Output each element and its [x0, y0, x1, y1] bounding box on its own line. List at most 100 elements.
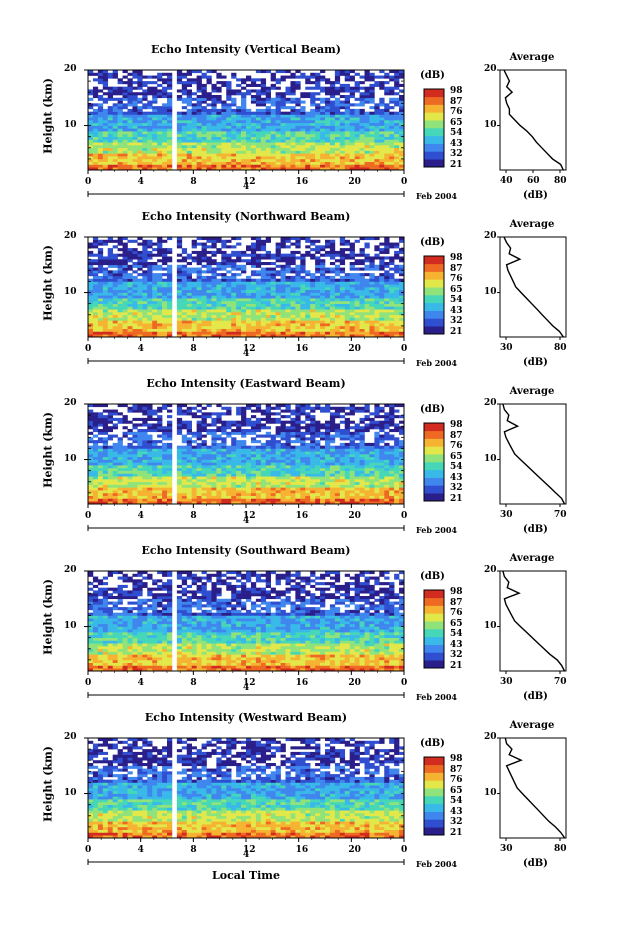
heatmap-cell: [157, 320, 163, 324]
heatmap-cell: [379, 75, 385, 79]
heatmap-cell: [270, 120, 276, 124]
heatmap-cell: [270, 334, 276, 338]
heatmap-cell: [92, 145, 99, 149]
heatmap-cell: [231, 462, 237, 466]
heatmap-cell: [157, 78, 163, 82]
heatmap-cell: [236, 242, 242, 246]
heatmap-cell: [280, 490, 286, 494]
heatmap-cell: [250, 303, 257, 307]
heatmap-cell: [285, 153, 291, 157]
heatmap-cell: [285, 334, 291, 338]
heatmap-cell: [181, 75, 188, 79]
heatmap-cell: [379, 97, 385, 101]
heatmap-cell: [280, 150, 286, 154]
heatmap-cell: [186, 323, 192, 327]
heatmap-cell: [315, 292, 321, 296]
heatmap-cell: [364, 320, 370, 324]
heatmap-cell: [339, 250, 346, 254]
heatmap-cell: [206, 158, 212, 162]
heatmap-cell: [325, 328, 331, 332]
heatmap-cell: [389, 114, 395, 118]
heatmap-cell: [295, 133, 301, 137]
heatmap-cell: [325, 245, 331, 249]
heatmap-cell: [236, 133, 242, 137]
heatmap-cell: [255, 270, 262, 274]
heatmap-cell: [364, 161, 370, 165]
heatmap-cell: [196, 97, 202, 101]
heatmap-cell: [344, 75, 350, 79]
heatmap-cell: [102, 284, 109, 288]
heatmap-cell: [295, 331, 301, 335]
heatmap-cell: [315, 334, 321, 338]
heatmap-cell: [147, 167, 153, 171]
heatmap-cell: [305, 92, 311, 96]
heatmap-cell: [374, 125, 380, 129]
heatmap-cell: [369, 97, 375, 101]
heatmap-cell: [211, 490, 217, 494]
heatmap-cell: [399, 259, 405, 263]
heatmap-cell: [325, 164, 331, 168]
heatmap-cell: [142, 153, 148, 157]
heatmap-cell: [97, 501, 104, 505]
heatmap-cell: [226, 465, 232, 469]
heatmap-cell: [117, 106, 123, 110]
heatmap-cell: [250, 317, 257, 321]
heatmap-cell: [339, 125, 346, 129]
heatmap-cell: [88, 295, 94, 299]
heatmap-cell: [92, 111, 99, 115]
heatmap-cell: [102, 133, 109, 137]
heatmap-cell: [250, 139, 257, 143]
heatmap-cell: [305, 295, 311, 299]
heatmap-cell: [394, 473, 400, 477]
heatmap-cell: [167, 153, 173, 157]
heatmap-cell: [325, 484, 331, 488]
heatmap-cell: [384, 484, 390, 488]
heatmap-cell: [255, 100, 262, 104]
heatmap-cell: [88, 467, 94, 471]
heatmap-cell: [147, 100, 153, 104]
heatmap-cell: [300, 253, 306, 257]
heatmap-cell: [152, 108, 158, 112]
heatmap-cell: [255, 487, 262, 491]
heatmap-cell: [122, 312, 128, 316]
heatmap-cell: [339, 331, 346, 335]
heatmap-cell: [285, 275, 291, 279]
heatmap-cell: [329, 331, 336, 335]
heatmap-cell: [226, 275, 232, 279]
heatmap-cell: [236, 467, 242, 471]
heatmap-cell: [246, 298, 252, 302]
heatmap-cell: [285, 465, 291, 469]
heatmap-cell: [290, 142, 296, 146]
heatmap-cell: [290, 253, 296, 257]
heatmap-cell: [389, 490, 395, 494]
heatmap-cell: [315, 239, 321, 243]
heatmap-cell: [122, 306, 128, 310]
heatmap-cell: [270, 161, 276, 165]
heatmap-cell: [305, 153, 311, 157]
heatmap-cell: [216, 89, 222, 93]
heatmap-cell: [92, 487, 99, 491]
heatmap-cell: [216, 86, 222, 90]
heatmap-cell: [137, 467, 143, 471]
heatmap-cell: [117, 292, 123, 296]
heatmap-cell: [201, 242, 207, 246]
heatmap-cell: [394, 156, 400, 160]
heatmap-cell: [236, 323, 242, 327]
heatmap-cell: [280, 97, 286, 101]
heatmap-cell: [369, 470, 375, 474]
heatmap-cell: [334, 139, 341, 143]
heatmap-cell: [226, 147, 232, 151]
heatmap-cell: [389, 303, 395, 307]
heatmap-cell: [310, 323, 316, 327]
heatmap-cell: [162, 328, 168, 332]
heatmap-cell: [211, 120, 217, 124]
heatmap-cell: [354, 120, 360, 124]
heatmap-cell: [137, 495, 143, 499]
heatmap-cell: [167, 292, 173, 296]
heatmap-cell: [117, 281, 123, 285]
heatmap-cell: [305, 495, 311, 499]
heatmap-cell: [142, 158, 148, 162]
heatmap-cell: [295, 108, 301, 112]
heatmap-cell: [186, 256, 192, 260]
heatmap-cell: [226, 323, 232, 327]
